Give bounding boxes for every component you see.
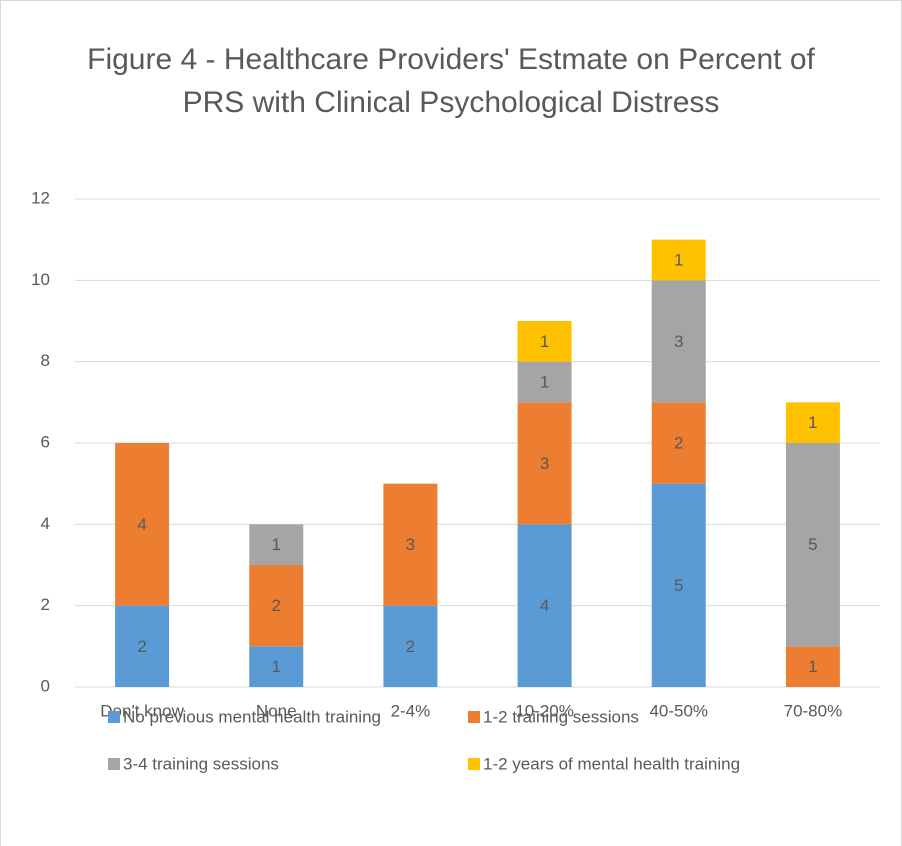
x-tick-label: 10-20%: [515, 701, 574, 720]
y-tick-label: 0: [41, 676, 50, 695]
bar-segment: [517, 321, 572, 362]
bar-segment: [115, 605, 170, 687]
data-label: 1: [674, 250, 683, 269]
x-tick-label: 40-50%: [649, 701, 708, 720]
chart-title: Figure 4 - Healthcare Providers' Estmate…: [87, 43, 815, 119]
bar-segment: [249, 646, 304, 687]
bar-segment: [249, 524, 304, 565]
data-label: 1: [540, 372, 549, 391]
legend-swatch: [108, 711, 120, 723]
data-label: 5: [808, 535, 817, 554]
data-label: 4: [540, 596, 549, 615]
x-tick-label: 2-4%: [391, 701, 431, 720]
data-label: 1: [808, 657, 817, 676]
x-tick-label: None: [256, 701, 297, 720]
legend-label: 1-2 years of mental health training: [483, 754, 740, 773]
legend-swatch: [108, 758, 120, 770]
data-label: 1: [272, 535, 281, 554]
bar-segment: [517, 402, 572, 525]
bar-segment: [651, 402, 706, 484]
legend-swatch: [468, 711, 480, 723]
y-tick-label: 8: [41, 351, 50, 370]
bar-segment: [517, 361, 572, 403]
data-label: 2: [272, 596, 281, 615]
legend-label: No previous mental health training: [123, 707, 381, 726]
bar-segment: [115, 443, 170, 606]
x-tick-label: 70-80%: [784, 701, 843, 720]
bar-segment: [651, 239, 706, 281]
data-label: 2: [674, 433, 683, 452]
data-label: 3: [540, 454, 549, 473]
data-label: 1: [540, 332, 549, 351]
bar-segment: [383, 483, 438, 606]
bar-segment: [785, 402, 840, 443]
y-tick-label: 6: [41, 432, 50, 451]
bar-segment: [249, 565, 304, 647]
bar-segment: [785, 443, 840, 647]
bar-segment: [383, 605, 438, 687]
legend-label: 1-2 training sessions: [483, 707, 639, 726]
data-label: 3: [406, 535, 415, 554]
x-tick-label: Don't know: [100, 701, 184, 720]
data-label: 2: [406, 637, 415, 656]
data-label: 4: [137, 515, 146, 534]
bar-segment: [651, 483, 706, 687]
y-tick-label: 4: [41, 514, 50, 533]
data-label: 5: [674, 576, 683, 595]
data-label: 2: [137, 637, 146, 656]
y-tick-label: 2: [41, 595, 50, 614]
data-label: 1: [272, 657, 281, 676]
bar-segment: [517, 524, 572, 687]
legend-swatch: [468, 758, 480, 770]
data-label: 1: [808, 413, 817, 432]
y-tick-label: 12: [31, 188, 50, 207]
y-tick-label: 10: [31, 270, 50, 289]
legend-label: 3-4 training sessions: [123, 754, 279, 773]
data-label: 3: [674, 332, 683, 351]
bar-segment: [651, 280, 706, 403]
bar-segment: [785, 646, 840, 687]
